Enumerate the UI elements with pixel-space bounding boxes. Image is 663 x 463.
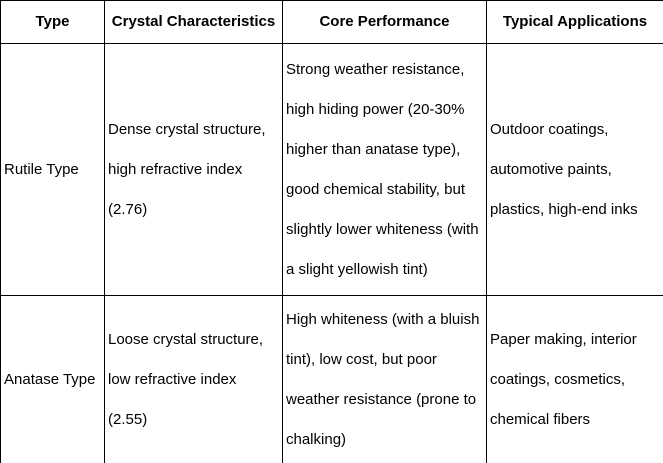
cell-anatase-type: Anatase Type xyxy=(0,295,105,463)
cell-rutile-type: Rutile Type xyxy=(0,43,105,296)
header-cell-typical-applications: Typical Applications xyxy=(486,0,663,44)
cell-rutile-crystal: Dense crystal structure, high refractive… xyxy=(104,43,283,296)
cell-rutile-applications: Outdoor coatings, automotive paints, pla… xyxy=(486,43,663,296)
cell-rutile-performance: Strong weather resistance, high hiding p… xyxy=(282,43,487,296)
header-cell-core-performance: Core Performance xyxy=(282,0,487,44)
header-cell-type: Type xyxy=(0,0,105,44)
table-header-row: Type Crystal Characteristics Core Perfor… xyxy=(0,0,663,44)
cell-anatase-applications: Paper making, interior coatings, cosmeti… xyxy=(486,295,663,463)
table-row-rutile: Rutile Type Dense crystal structure, hig… xyxy=(0,43,663,296)
cell-anatase-crystal: Loose crystal structure, low refractive … xyxy=(104,295,283,463)
cell-anatase-performance: High whiteness (with a bluish tint), low… xyxy=(282,295,487,463)
table-row-anatase: Anatase Type Loose crystal structure, lo… xyxy=(0,295,663,463)
header-cell-crystal-characteristics: Crystal Characteristics xyxy=(104,0,283,44)
